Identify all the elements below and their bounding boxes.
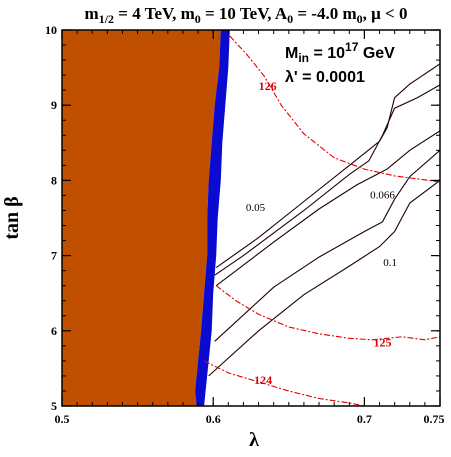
- y-tick-label: 10: [45, 23, 57, 37]
- black-contour-unlabeled-4: [208, 179, 440, 377]
- higgs-contour-125: [215, 285, 440, 341]
- blue-strip: [195, 30, 230, 406]
- y-tick-label: 6: [51, 324, 57, 338]
- black-contour-0.1: [214, 149, 440, 342]
- contour-labels: 0.05 0.066 0.1 126 125 124: [246, 79, 397, 387]
- x-tick-label: 0.7: [357, 412, 372, 426]
- y-axis-label: tan β: [1, 196, 23, 239]
- y-tick-label: 5: [51, 399, 57, 413]
- contour-label-0.05: 0.05: [246, 202, 266, 214]
- higgs-contour-124: [203, 360, 365, 406]
- x-axis-label: λ: [249, 429, 259, 451]
- plot-frame: [61, 29, 441, 407]
- lambda-prime-annotation: λ' = 0.0001: [285, 69, 365, 86]
- black-contour-0.05: [215, 63, 440, 269]
- higgs-contour-126: [229, 35, 440, 183]
- axis-ticks: 0.5 0.6 0.7 0.75 5 6 7 8 9 10: [45, 23, 445, 426]
- y-tick-label: 7: [51, 249, 57, 263]
- x-tick-label: 0.5: [55, 412, 70, 426]
- chart-title: m1/2 = 4 TeV, m0 = 10 TeV, A0 = -4.0 m0,…: [85, 4, 408, 26]
- contour-label-0.1: 0.1: [383, 257, 397, 269]
- x-tick-label: 0.75: [424, 412, 445, 426]
- black-contour-0.066: [215, 130, 440, 287]
- x-tick-label: 0.6: [206, 412, 221, 426]
- y-tick-label: 8: [51, 173, 57, 187]
- higgs-label-124: 124: [254, 373, 272, 387]
- higgs-label-126: 126: [259, 79, 277, 93]
- higgs-label-125: 125: [374, 336, 392, 350]
- contour-label-0.066: 0.066: [370, 189, 395, 201]
- excluded-region: [62, 30, 221, 406]
- plot-regions: [62, 30, 230, 406]
- y-tick-label: 9: [51, 98, 57, 112]
- plot-contours: [203, 35, 440, 406]
- m-in-annotation: Min = 1017 GeV: [285, 40, 395, 65]
- black-contour-unlabeled-3: [214, 84, 440, 276]
